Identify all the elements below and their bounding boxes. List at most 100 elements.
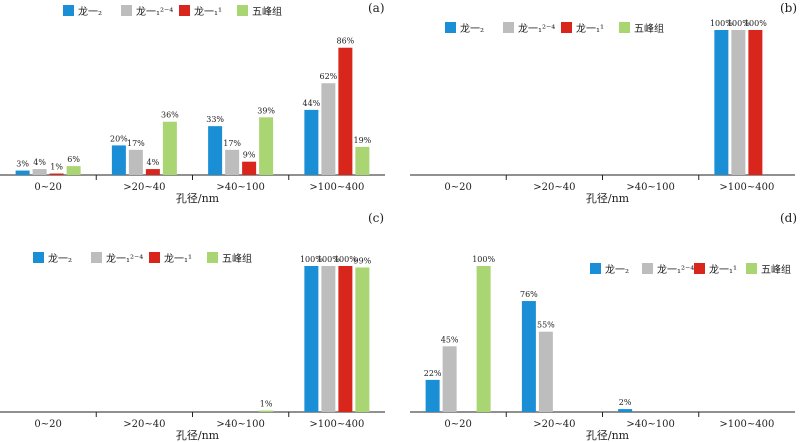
bar-long1-2: [618, 409, 633, 412]
legend-label-long1-2: 龙一₂: [605, 263, 629, 276]
chart-panel-4: 0~20 >20~40 >40~100 >100~400 孔径/nm (d) 22% 45% 1…: [410, 211, 797, 442]
x-tick-label: >20~40: [533, 419, 575, 430]
legend-label-wufeng: 五峰组: [222, 252, 252, 265]
bar-wufeng: [66, 166, 81, 175]
x-tick-label: 0~20: [444, 182, 471, 193]
legend-label-long1-2: 龙一₂: [460, 22, 484, 35]
legend-swatch-long1-1-1: [179, 5, 190, 16]
bar-long1-1-1: [338, 47, 353, 175]
legend-label-long1-1-2-4: 龙一₁²⁻⁴: [136, 5, 173, 18]
bar-long1-1-2-4: [442, 346, 457, 412]
bar-long1-2: [15, 170, 30, 175]
legend-label-long1-1-1: 龙一₁¹: [709, 263, 737, 276]
legend-label-long1-1-2-4: 龙一₁²⁻⁴: [518, 22, 555, 35]
bar-long1-1-2-4: [538, 331, 553, 412]
legend-label-wufeng: 五峰组: [252, 5, 282, 18]
x-tick-label: 0~20: [34, 182, 61, 193]
bar-long1-1-2-4: [731, 30, 746, 175]
x-tick-label: 0~20: [34, 419, 61, 430]
legend-label-long1-1-1: 龙一₁¹: [576, 22, 604, 35]
x-tick-label: >100~400: [719, 419, 774, 430]
x-tick-label: >20~40: [533, 182, 575, 193]
legend-swatch-long1-1-2-4: [91, 252, 102, 263]
legend-swatch-wufeng: [746, 263, 757, 274]
bar-wufeng: [355, 267, 370, 412]
data-label: 45%: [441, 335, 459, 344]
data-label: 100%: [744, 19, 767, 28]
data-label: 100%: [727, 19, 750, 28]
legend-swatch-long1-2: [590, 263, 601, 274]
legend-label-long1-2: 龙一₂: [48, 252, 72, 265]
legend-label-wufeng: 五峰组: [761, 263, 791, 276]
data-label: 17%: [223, 139, 241, 148]
data-label: 33%: [206, 115, 224, 124]
legend-swatch-long1-1-1: [561, 22, 572, 33]
x-tick-label: >40~100: [216, 182, 265, 193]
x-tick-label: >40~100: [216, 419, 265, 430]
bar-long1-1-2-4: [128, 149, 143, 175]
data-label: 2%: [619, 398, 632, 407]
x-tick-label: 0~20: [444, 419, 471, 430]
data-label: 20%: [110, 134, 128, 143]
chart-panel-1: 0~20 >20~40 >40~100 >100~400 孔径/nm (a) 3% 4% 1% 6…: [0, 1, 385, 205]
chart-panel-3: 0~20 >20~40 >40~100 >100~400孔径/nm(c)1%100%1…: [0, 211, 385, 442]
data-label: 17%: [127, 139, 145, 148]
legend-label-wufeng: 五峰组: [634, 22, 664, 35]
data-label: 55%: [537, 321, 555, 330]
x-axis-label: 孔径/nm: [586, 429, 630, 442]
data-label: 100%: [317, 255, 340, 264]
data-label: 39%: [257, 106, 275, 115]
legend-swatch-long1-1-1: [694, 263, 705, 274]
data-label: 99%: [353, 256, 371, 265]
chart-panel-2: 0~20 >20~40 >40~100 >100~400孔径/nm(b)100%100…: [410, 1, 797, 205]
bar-long1-1-2-4: [32, 169, 47, 175]
x-tick-label: >100~400: [309, 182, 364, 193]
data-label: 3%: [16, 160, 29, 169]
bar-long1-2: [521, 301, 536, 412]
bar-long1-2: [304, 109, 319, 175]
x-tick-label: >100~400: [719, 182, 774, 193]
bar-long1-1-1: [49, 173, 64, 175]
legend-label-long1-1-1: 龙一₁¹: [164, 252, 192, 265]
bar-long1-2: [425, 379, 440, 412]
data-label: 9%: [243, 151, 256, 160]
panel-label: (c): [368, 211, 384, 225]
data-label: 62%: [319, 72, 337, 81]
data-label: 100%: [710, 19, 733, 28]
data-label: 19%: [353, 136, 371, 145]
legend: 龙一₂ 龙一₁²⁻⁴ 龙一₁¹ 五峰组: [590, 263, 791, 276]
bar-long1-1-2-4: [321, 266, 336, 412]
bar-long1-1-1: [145, 169, 160, 175]
data-label: 76%: [520, 290, 538, 299]
legend-swatch-long1-1-2-4: [642, 263, 653, 274]
legend-swatch-wufeng: [207, 252, 218, 263]
bar-long1-1-2-4: [321, 83, 336, 175]
legend-swatch-wufeng: [237, 5, 248, 16]
data-label: 22%: [424, 369, 442, 378]
data-label: 4%: [33, 158, 46, 167]
legend-swatch-long1-1-2-4: [121, 5, 132, 16]
data-label: 100%: [472, 255, 495, 264]
x-axis-label: 孔径/nm: [176, 429, 220, 442]
legend-label-long1-1-1: 龙一₁¹: [194, 5, 222, 18]
bar-wufeng: [355, 146, 370, 175]
bar-long1-2: [208, 126, 223, 175]
data-label: 1%: [50, 163, 63, 172]
legend-swatch-wufeng: [619, 22, 630, 33]
legend-label-long1-1-2-4: 龙一₁²⁻⁴: [106, 252, 143, 265]
bar-long1-2: [714, 30, 729, 175]
x-tick-label: >40~100: [626, 182, 675, 193]
legend-swatch-long1-1-1: [149, 252, 160, 263]
data-label: 44%: [302, 99, 320, 108]
panel-label: (b): [780, 1, 797, 15]
legend-label-long1-2: 龙一₂: [78, 5, 102, 18]
bar-wufeng: [259, 117, 274, 175]
bar-wufeng: [476, 266, 491, 412]
x-tick-label: >40~100: [626, 419, 675, 430]
legend: 龙一₂ 龙一₁²⁻⁴ 龙一₁¹ 五峰组: [33, 252, 252, 265]
legend-swatch-long1-2: [63, 5, 74, 16]
legend: 龙一₂ 龙一₁²⁻⁴ 龙一₁¹ 五峰组: [63, 5, 282, 18]
bar-long1-2: [111, 145, 126, 175]
x-axis-label: 孔径/nm: [586, 192, 630, 205]
